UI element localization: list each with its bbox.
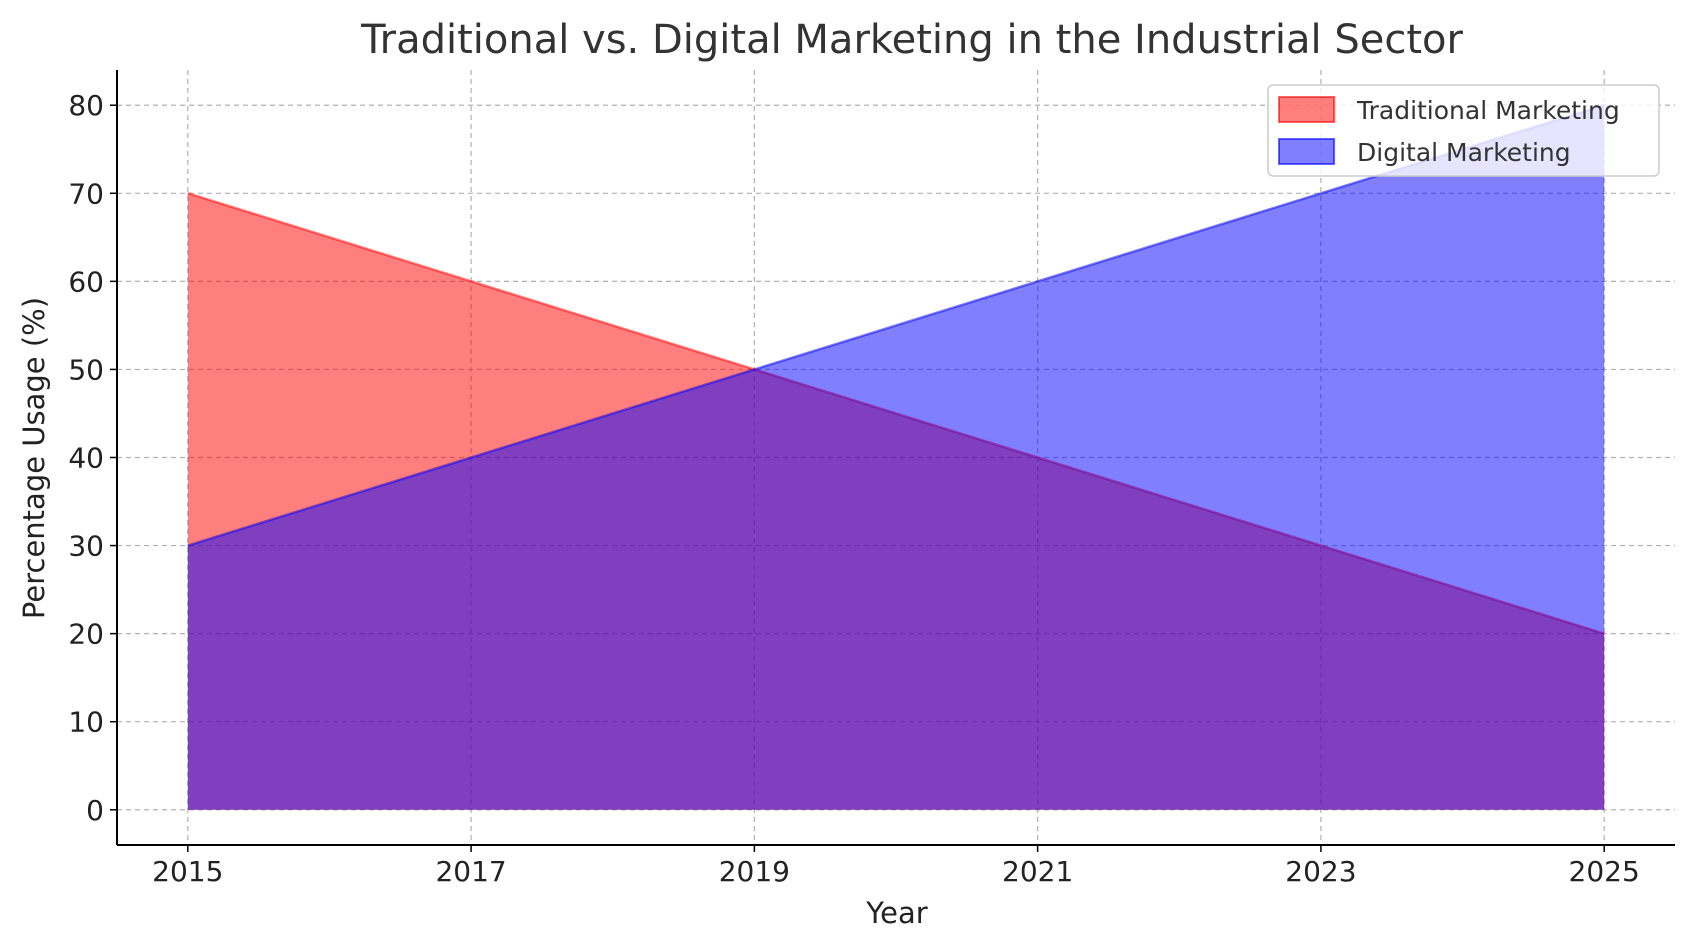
- y-tick-label-20: 20: [68, 618, 104, 651]
- line-digital: [187, 104, 1605, 547]
- point-digital-2021: [1036, 280, 1039, 283]
- legend-label-digital: Digital Marketing: [1357, 138, 1571, 167]
- point-traditional-2017: [470, 280, 473, 283]
- legend-label-traditional: Traditional Marketing: [1356, 96, 1620, 125]
- x-tick-label-2015: 2015: [152, 855, 223, 888]
- legend-swatch-digital: [1278, 138, 1335, 165]
- legend-swatch-traditional: [1278, 96, 1335, 123]
- point-digital-2019: [753, 368, 756, 371]
- y-tick-label-50: 50: [68, 353, 104, 386]
- y-tick-label-0: 0: [86, 794, 104, 827]
- y-tick-label-40: 40: [68, 442, 104, 475]
- area-digital: [187, 105, 1605, 810]
- y-tick-label-60: 60: [68, 265, 104, 298]
- y-tick-labels: 0 10 20 30 40 50 60 70 80: [68, 89, 117, 827]
- x-tick-label-2019: 2019: [719, 855, 790, 888]
- y-tick-label-10: 10: [68, 706, 104, 739]
- y-axis-label: Percentage Usage (%): [17, 297, 51, 619]
- x-tick-label-2023: 2023: [1285, 855, 1356, 888]
- x-tick-label-2025: 2025: [1569, 855, 1640, 888]
- x-tick-label-2021: 2021: [1002, 855, 1073, 888]
- legend: Traditional Marketing Digital Marketing: [1267, 84, 1660, 177]
- x-tick-label-2017: 2017: [435, 855, 506, 888]
- y-tick-label-30: 30: [68, 530, 104, 563]
- series-areas: [186, 104, 1605, 810]
- point-digital-2015: [186, 544, 189, 547]
- y-tick-label-80: 80: [68, 89, 104, 122]
- chart-title: Traditional vs. Digital Marketing in the…: [360, 17, 1463, 63]
- point-digital-2017: [470, 456, 473, 459]
- point-digital-2023: [1319, 192, 1322, 195]
- x-tick-labels: 2015 2017 2019 2021 2023 2025: [152, 845, 1640, 888]
- y-tick-label-70: 70: [68, 177, 104, 210]
- x-axis-label: Year: [865, 896, 927, 930]
- point-traditional-2015: [186, 192, 189, 195]
- legend-frame: [1267, 84, 1660, 177]
